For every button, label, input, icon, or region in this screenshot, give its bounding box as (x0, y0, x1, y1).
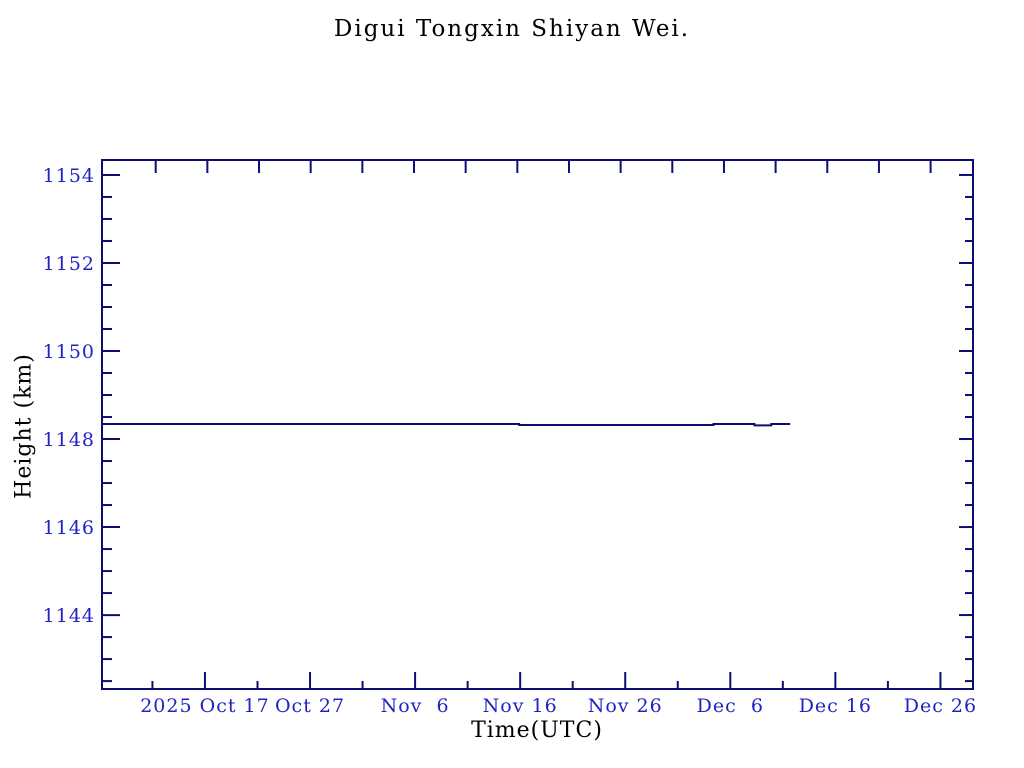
y-tick-label: 1150 (43, 341, 95, 363)
y-tick-label: 1148 (43, 429, 95, 451)
x-tick-label: Dec 16 (799, 695, 872, 717)
y-tick-label: 1152 (43, 253, 95, 275)
x-tick-label: 2025 Oct 17 (140, 695, 269, 717)
y-tick-label: 1146 (43, 517, 95, 539)
x-tick-label: Dec 6 (697, 695, 764, 717)
y-tick-label: 1154 (43, 165, 95, 187)
data-line (102, 423, 791, 427)
chart-title: Digui Tongxin Shiyan Wei. (333, 16, 691, 42)
x-tick-label: Nov 6 (381, 695, 450, 717)
x-tick-label: Nov 16 (483, 695, 558, 717)
x-tick-label: Oct 27 (275, 695, 345, 717)
x-tick-label: Nov 26 (588, 695, 663, 717)
x-tick-label: Dec 26 (904, 695, 977, 717)
y-axis-label: Height (km) (11, 353, 37, 499)
x-axis-label: Time(UTC) (471, 718, 603, 743)
y-tick-label: 1144 (43, 605, 95, 627)
